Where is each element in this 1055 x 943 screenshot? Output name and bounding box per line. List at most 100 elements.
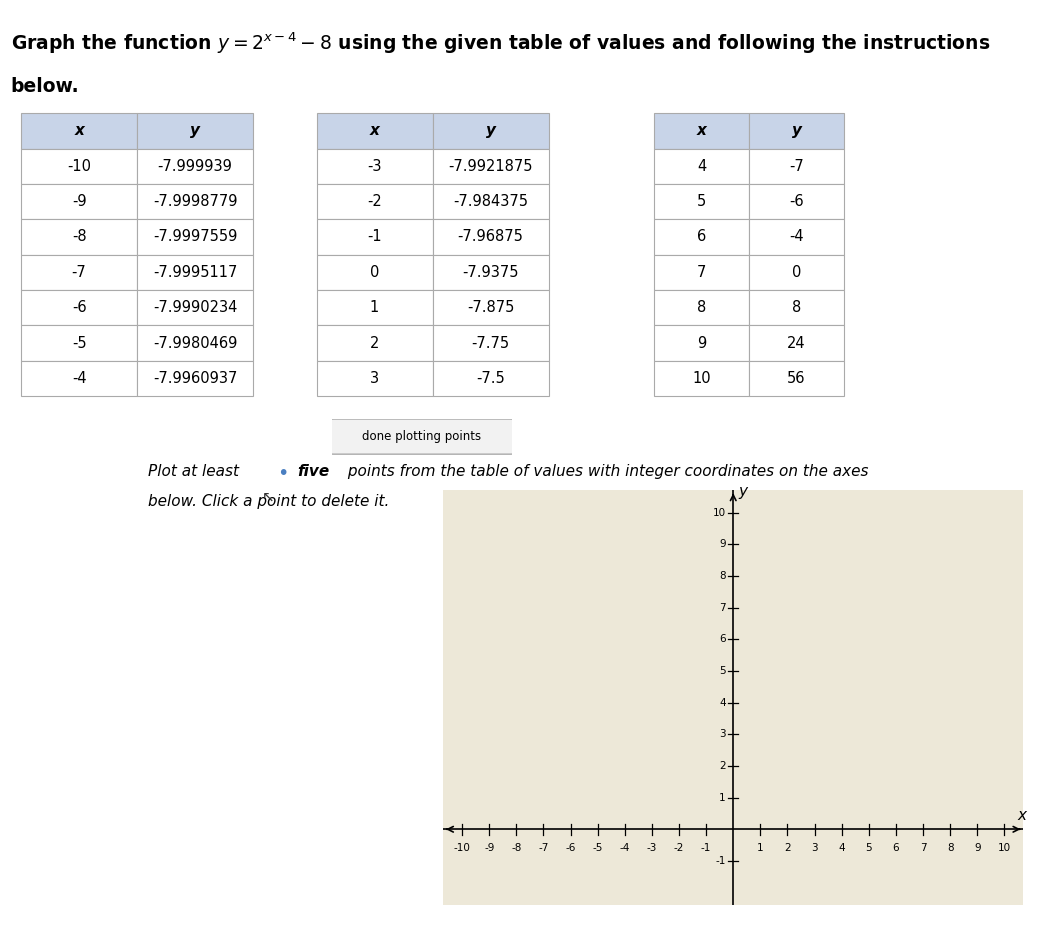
FancyBboxPatch shape (21, 255, 137, 290)
Text: -7.9960937: -7.9960937 (153, 371, 237, 386)
Text: -7.9995117: -7.9995117 (153, 265, 237, 280)
FancyBboxPatch shape (433, 184, 549, 219)
Text: 7: 7 (697, 265, 706, 280)
Text: -7.999939: -7.999939 (158, 158, 232, 174)
Text: -7.9997559: -7.9997559 (153, 229, 237, 244)
FancyBboxPatch shape (21, 360, 137, 396)
Text: five: five (298, 464, 330, 479)
Text: -5: -5 (72, 336, 87, 351)
Text: -3: -3 (367, 158, 382, 174)
Text: 3: 3 (370, 371, 379, 386)
Text: 9: 9 (974, 842, 980, 852)
Text: 7: 7 (720, 603, 726, 613)
FancyBboxPatch shape (316, 184, 433, 219)
Text: -2: -2 (674, 842, 685, 852)
Text: -9: -9 (72, 194, 87, 209)
Text: x: x (369, 124, 380, 139)
Text: -7: -7 (789, 158, 804, 174)
FancyBboxPatch shape (654, 255, 749, 290)
FancyBboxPatch shape (654, 325, 749, 360)
Text: -1: -1 (701, 842, 711, 852)
Text: 8: 8 (792, 300, 801, 315)
Text: 2: 2 (370, 336, 379, 351)
Text: below. Click a point to delete it.: below. Click a point to delete it. (148, 494, 389, 509)
FancyBboxPatch shape (316, 325, 433, 360)
Text: 6: 6 (893, 842, 899, 852)
FancyBboxPatch shape (316, 290, 433, 325)
FancyBboxPatch shape (137, 113, 253, 148)
Text: below.: below. (11, 77, 79, 96)
Text: y: y (485, 124, 496, 139)
FancyBboxPatch shape (21, 113, 137, 148)
Text: x: x (1017, 807, 1027, 822)
Text: -10: -10 (454, 842, 471, 852)
Text: Graph the function $y = 2^{x-4} - 8$ using the given table of values and followi: Graph the function $y = 2^{x-4} - 8$ usi… (11, 30, 990, 57)
Text: -7.9998779: -7.9998779 (153, 194, 237, 209)
FancyBboxPatch shape (749, 184, 844, 219)
FancyBboxPatch shape (749, 360, 844, 396)
FancyBboxPatch shape (316, 255, 433, 290)
FancyBboxPatch shape (654, 184, 749, 219)
Text: 10: 10 (998, 842, 1011, 852)
Text: -4: -4 (72, 371, 87, 386)
Text: -4: -4 (619, 842, 630, 852)
FancyBboxPatch shape (137, 184, 253, 219)
Text: •: • (277, 464, 288, 483)
Text: 9: 9 (720, 539, 726, 549)
Text: x: x (696, 124, 707, 139)
Text: 9: 9 (697, 336, 706, 351)
Text: -6: -6 (72, 300, 87, 315)
FancyBboxPatch shape (654, 290, 749, 325)
Text: 24: 24 (787, 336, 806, 351)
Text: -7.875: -7.875 (467, 300, 514, 315)
Text: -7: -7 (72, 265, 87, 280)
Text: points from the table of values with integer coordinates on the axes: points from the table of values with int… (343, 464, 868, 479)
FancyBboxPatch shape (21, 148, 137, 184)
Text: 2: 2 (720, 761, 726, 771)
FancyBboxPatch shape (21, 290, 137, 325)
Text: ↖: ↖ (262, 489, 274, 505)
FancyBboxPatch shape (433, 255, 549, 290)
FancyBboxPatch shape (433, 148, 549, 184)
Text: 1: 1 (720, 792, 726, 802)
FancyBboxPatch shape (654, 113, 749, 148)
Text: done plotting points: done plotting points (363, 430, 481, 443)
Text: 8: 8 (946, 842, 954, 852)
Text: -5: -5 (593, 842, 602, 852)
FancyBboxPatch shape (21, 219, 137, 255)
Text: -7.9921875: -7.9921875 (448, 158, 533, 174)
Text: -9: -9 (484, 842, 495, 852)
FancyBboxPatch shape (137, 255, 253, 290)
Text: 5: 5 (697, 194, 706, 209)
FancyBboxPatch shape (327, 419, 517, 455)
FancyBboxPatch shape (749, 325, 844, 360)
FancyBboxPatch shape (654, 219, 749, 255)
Text: x: x (74, 124, 84, 139)
Text: 8: 8 (697, 300, 706, 315)
Text: -3: -3 (647, 842, 657, 852)
Text: 4: 4 (720, 698, 726, 707)
Text: -7.9375: -7.9375 (462, 265, 519, 280)
Text: -1: -1 (367, 229, 382, 244)
FancyBboxPatch shape (137, 360, 253, 396)
FancyBboxPatch shape (433, 219, 549, 255)
Text: 3: 3 (720, 729, 726, 739)
Text: 5: 5 (720, 666, 726, 676)
FancyBboxPatch shape (749, 290, 844, 325)
FancyBboxPatch shape (749, 148, 844, 184)
FancyBboxPatch shape (654, 360, 749, 396)
Text: -6: -6 (789, 194, 804, 209)
FancyBboxPatch shape (433, 290, 549, 325)
Text: 4: 4 (697, 158, 706, 174)
Text: 1: 1 (370, 300, 379, 315)
Text: 3: 3 (811, 842, 818, 852)
Text: 7: 7 (920, 842, 926, 852)
FancyBboxPatch shape (433, 360, 549, 396)
FancyBboxPatch shape (137, 290, 253, 325)
Text: 5: 5 (865, 842, 872, 852)
Text: -7.984375: -7.984375 (453, 194, 529, 209)
Text: -7: -7 (538, 842, 549, 852)
Text: 4: 4 (839, 842, 845, 852)
Text: 6: 6 (697, 229, 706, 244)
FancyBboxPatch shape (316, 360, 433, 396)
